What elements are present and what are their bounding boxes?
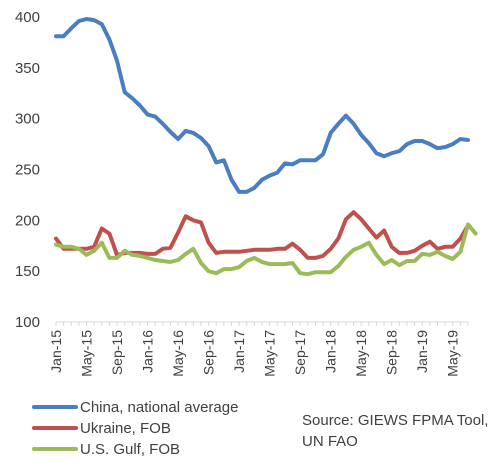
x-tick-label: Sep-16 <box>201 330 217 375</box>
x-tick-label: Sep-18 <box>384 330 400 375</box>
x-tick-label: Sep-15 <box>109 330 125 375</box>
y-tick-label: 200 <box>15 212 40 229</box>
source-annotation: Source: GIEWS FPMA Tool, UN FAO <box>302 412 489 450</box>
x-tick-label: May-16 <box>170 330 186 377</box>
series-lines <box>54 17 478 277</box>
x-tick-label: Sep-17 <box>292 330 308 375</box>
x-tick-label: May-15 <box>79 330 95 377</box>
y-axis: 100 150 200 250 300 350 400 <box>15 9 40 331</box>
series-line-2 <box>54 210 470 260</box>
x-tick-label: Jan-16 <box>140 330 156 373</box>
x-tick-label: May-18 <box>353 330 369 377</box>
legend: China, national average Ukraine, FOB U.S. … <box>32 399 238 458</box>
x-tick-label: Jan-18 <box>323 330 339 373</box>
series-line-1 <box>54 17 470 194</box>
x-tick-label: May-19 <box>445 330 461 377</box>
legend-label: China, national average <box>80 399 238 416</box>
legend-label: U.S. Gulf, FOB <box>80 441 180 458</box>
x-tick-label: Jan-19 <box>414 330 430 373</box>
y-tick-label: 300 <box>15 111 40 128</box>
x-axis: Jan-15 May-15 Sep-15 Jan-16 May-16 Sep-16 Jan-… <box>48 321 469 377</box>
legend-label: Ukraine, FOB <box>80 420 171 437</box>
y-tick-label: 400 <box>15 9 40 26</box>
y-tick-label: 250 <box>15 162 40 179</box>
y-tick-label: 350 <box>15 60 40 77</box>
series-line-3 <box>54 222 478 277</box>
x-tick-label: Jan-17 <box>231 330 247 373</box>
x-tick-label: Jan-15 <box>48 330 64 373</box>
y-tick-label: 150 <box>15 263 40 280</box>
x-tick-label: May-17 <box>262 330 278 377</box>
y-tick-label: 100 <box>15 314 40 331</box>
